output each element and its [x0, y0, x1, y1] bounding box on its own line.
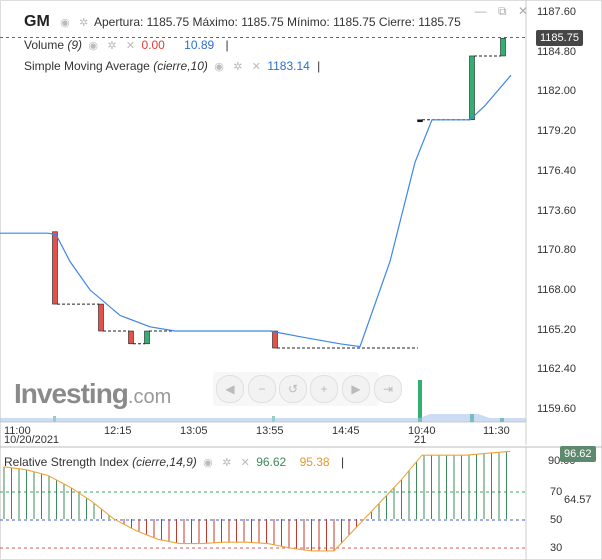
sma-value: 1183.14: [267, 59, 310, 73]
zoom-reset-icon[interactable]: ↺: [279, 375, 307, 403]
close-icon[interactable]: ✕: [251, 61, 261, 73]
low-label: Mínimo:: [287, 15, 330, 29]
eye-icon[interactable]: ◉: [60, 17, 70, 29]
y-tick: 1187.60: [537, 6, 576, 18]
x-tick: 13:55: [256, 425, 284, 437]
rsi-value-b: 95.38: [299, 455, 330, 469]
close-value: 1185.75: [418, 15, 461, 29]
rsi-param: (cierre,14,9): [132, 455, 197, 469]
x-subtick: 21: [414, 434, 427, 446]
rsi-tick: 30: [550, 542, 563, 554]
sma-label: Simple Moving Average: [24, 59, 150, 73]
x-tick: 11:00: [4, 425, 31, 437]
y-tick: 1182.00: [537, 85, 576, 98]
gear-icon[interactable]: ✲: [222, 457, 232, 469]
high-value: 1185.75: [241, 15, 284, 29]
rsi-tick: 64.57: [564, 494, 592, 506]
candle: [417, 119, 423, 123]
minus-icon[interactable]: —: [474, 4, 487, 18]
x-tick: 12:15: [104, 425, 132, 437]
rsi-tick: 70: [550, 486, 563, 498]
volume-param: (9): [67, 38, 83, 52]
x-subtick: 10/20/2021: [4, 434, 60, 446]
volume-bars: [0, 380, 526, 422]
candle: [469, 55, 475, 121]
close-icon[interactable]: ✕: [240, 457, 250, 469]
y-tick: 1162.40: [537, 363, 576, 376]
x-tick: 10:40: [408, 425, 436, 437]
cursor-mark: |: [225, 38, 229, 52]
close-label: Cierre:: [378, 15, 415, 29]
low-value: 1185.75: [333, 15, 376, 29]
restore-icon[interactable]: ⧉: [498, 4, 507, 18]
rsi-value-tag: 96.62: [560, 446, 596, 462]
volume-legend: Volume (9) ◉ ✲ ✕ 0.00 10.89 |: [24, 38, 229, 52]
sma-legend: Simple Moving Average (cierre,10) ◉ ✲ ✕ …: [24, 59, 320, 73]
investing-logo: Investing.com: [14, 378, 171, 410]
volume-bar: [418, 380, 422, 422]
candle: [98, 303, 104, 332]
rsi-legend: Relative Strength Index (cierre,14,9) ◉ …: [4, 455, 344, 469]
y-tick: 1159.60: [537, 403, 576, 415]
go-end-icon[interactable]: ⇥: [374, 375, 402, 403]
high-label: Máximo:: [192, 15, 238, 29]
logo-suffix: .com: [127, 386, 172, 408]
zoom-out-icon[interactable]: −: [248, 375, 276, 403]
logo-main: Investing: [14, 378, 129, 409]
x-tick: 14:45: [332, 425, 360, 437]
last-price-tag: 1185.75: [536, 30, 583, 46]
y-tick: 1179.20: [537, 125, 576, 138]
ticker-symbol: GM: [24, 13, 50, 30]
cursor-mark: |: [340, 455, 345, 469]
close-icon[interactable]: ✕: [517, 4, 528, 18]
y-tick: 1173.60: [537, 204, 576, 217]
rsi-value-a: 96.62: [256, 455, 287, 469]
eye-icon[interactable]: ◉: [203, 457, 213, 469]
gear-icon[interactable]: ✲: [233, 61, 243, 73]
x-tick: 11:30: [483, 425, 510, 437]
candle: [500, 37, 506, 57]
scroll-left-icon[interactable]: ◀: [216, 375, 244, 403]
header-legend: GM ◉ ✲ Apertura: 1185.75 Máximo: 1185.75…: [24, 13, 461, 31]
x-tick: 13:05: [180, 425, 208, 437]
y-tick: 1168.00: [537, 283, 576, 296]
candles-group: [52, 37, 506, 349]
candle: [272, 330, 278, 349]
eye-icon[interactable]: ◉: [88, 40, 98, 52]
candle: [128, 330, 134, 345]
cursor-mark: |: [317, 59, 321, 73]
close-icon[interactable]: ✕: [125, 40, 136, 52]
open-label: Apertura:: [93, 15, 144, 29]
gear-icon[interactable]: ✲: [79, 17, 89, 29]
y-tick: 1176.40: [537, 164, 576, 177]
y-tick: 1170.80: [537, 244, 576, 257]
zoom-in-icon[interactable]: +: [310, 375, 338, 403]
y-tick: 1184.80: [537, 45, 576, 58]
sma-param: (cierre,10): [153, 59, 208, 73]
gear-icon[interactable]: ✲: [107, 40, 117, 52]
candle: [144, 330, 150, 345]
rsi-tick: 50: [550, 514, 563, 526]
volume-label: Volume: [24, 38, 65, 52]
open-value: 1185.75: [146, 15, 190, 29]
scroll-right-icon[interactable]: ▶: [342, 375, 370, 403]
eye-icon[interactable]: ◉: [214, 61, 224, 73]
candle: [52, 231, 58, 305]
y-tick: 1165.20: [537, 323, 576, 336]
volume-ma-area: [0, 414, 526, 422]
rsi-label: Relative Strength Index: [4, 455, 129, 469]
rsi-line: [3, 450, 511, 552]
sma-line: [0, 74, 512, 348]
volume-value-a: 0.00: [141, 38, 165, 52]
rsi-histogram: [3, 451, 507, 551]
window-controls: — ⧉ ✕: [467, 4, 528, 19]
volume-value-b: 10.89: [184, 38, 215, 52]
